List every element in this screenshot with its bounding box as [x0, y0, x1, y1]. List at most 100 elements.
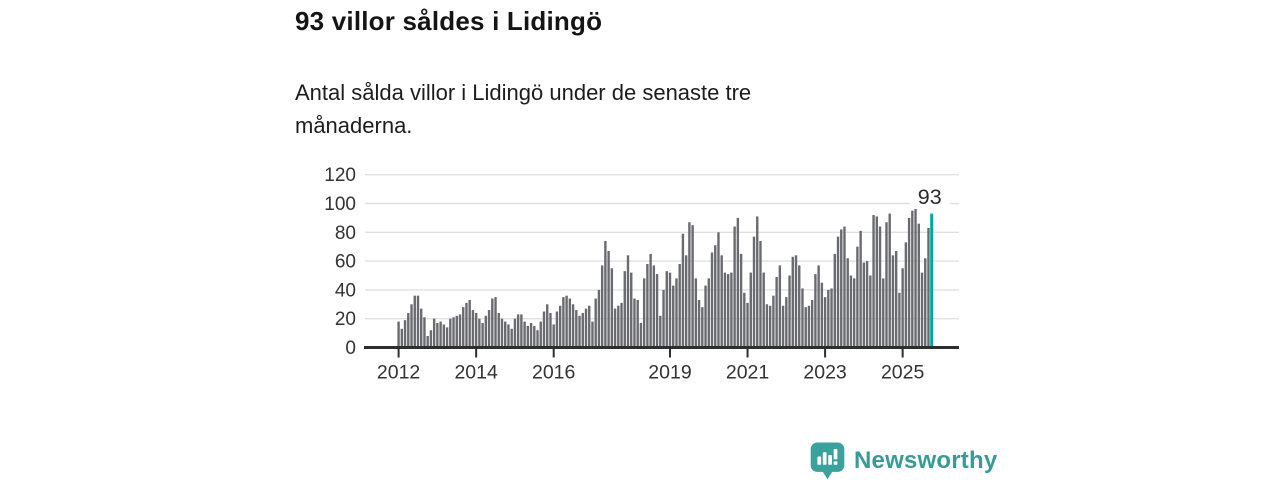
bar — [869, 275, 872, 348]
bar — [458, 314, 462, 348]
bar — [768, 305, 772, 348]
bar — [736, 217, 740, 348]
bar — [436, 323, 439, 348]
annotation-backdrop — [909, 186, 950, 209]
bar — [665, 271, 668, 348]
bar — [849, 275, 853, 348]
bar — [659, 315, 662, 348]
bar — [439, 321, 442, 348]
bar — [914, 199, 917, 348]
bar — [426, 335, 429, 348]
bar — [494, 297, 497, 348]
y-tick-label: 60 — [335, 252, 356, 273]
bar — [681, 233, 685, 348]
bar — [529, 323, 533, 348]
bar — [723, 272, 727, 348]
bar — [697, 299, 701, 348]
bar — [626, 255, 630, 348]
bar — [823, 297, 827, 348]
bar — [830, 288, 833, 348]
bar — [552, 324, 555, 348]
bar — [416, 295, 420, 348]
bar — [613, 308, 617, 348]
bar — [442, 324, 446, 348]
bar — [739, 253, 743, 348]
bar — [478, 318, 481, 348]
bar — [549, 312, 552, 348]
x-tick-label: 2019 — [648, 362, 691, 384]
bar — [468, 299, 471, 348]
bar — [726, 274, 730, 348]
bar — [571, 304, 575, 348]
bar — [526, 325, 530, 348]
bar — [924, 258, 927, 348]
bar — [717, 232, 720, 348]
bar — [794, 255, 798, 348]
bar — [801, 288, 804, 348]
bar — [862, 262, 866, 348]
bar — [510, 328, 513, 348]
bar — [730, 272, 733, 348]
bar — [591, 321, 594, 348]
bar — [471, 310, 475, 348]
x-tick-label: 2016 — [532, 362, 575, 384]
bar — [749, 272, 752, 348]
bar — [707, 278, 710, 348]
bar — [568, 298, 572, 348]
bar — [516, 314, 520, 348]
bar — [688, 222, 691, 348]
bar — [639, 323, 643, 348]
bar — [445, 327, 449, 348]
bar — [491, 298, 494, 348]
y-tick-label: 20 — [335, 309, 356, 330]
bar — [746, 302, 749, 348]
bar — [714, 245, 717, 348]
bar — [898, 292, 901, 348]
bar — [833, 253, 836, 348]
bar — [484, 315, 488, 348]
bar — [804, 307, 807, 348]
bar — [565, 295, 568, 348]
bar — [578, 315, 581, 348]
bar — [668, 272, 672, 348]
bar — [633, 298, 636, 348]
bar — [781, 305, 785, 348]
bar — [449, 318, 452, 348]
bar — [542, 311, 546, 348]
x-tick-label: 2014 — [454, 362, 498, 384]
bar — [413, 295, 416, 348]
bar — [455, 315, 458, 348]
bar — [743, 292, 746, 348]
bar — [710, 252, 714, 348]
chart-subtitle: Antal sålda villor i Lidingö under de se… — [295, 80, 752, 138]
newsworthy-brand-name: Newsworthy — [854, 447, 998, 474]
bar — [810, 299, 814, 348]
bar — [630, 272, 633, 348]
y-tick-label: 40 — [335, 280, 356, 301]
bar — [911, 210, 914, 348]
bar — [636, 299, 639, 348]
bar — [588, 305, 591, 348]
bar — [655, 274, 659, 348]
bar — [432, 318, 436, 348]
bar — [901, 268, 904, 348]
bar — [840, 229, 843, 348]
bar — [904, 242, 908, 348]
bar — [733, 226, 736, 348]
bar — [678, 263, 681, 348]
bar — [649, 253, 652, 348]
bar — [520, 314, 523, 348]
bar — [882, 278, 885, 348]
bar — [607, 251, 610, 348]
bar — [762, 272, 765, 348]
bar — [555, 311, 559, 348]
bar — [843, 226, 846, 348]
bar — [836, 236, 840, 348]
bar — [513, 318, 517, 348]
bar — [684, 255, 688, 348]
x-tick-label: 2012 — [377, 362, 420, 384]
bar — [798, 265, 801, 348]
bar — [872, 215, 875, 348]
bar — [581, 312, 584, 348]
bar — [620, 302, 623, 348]
